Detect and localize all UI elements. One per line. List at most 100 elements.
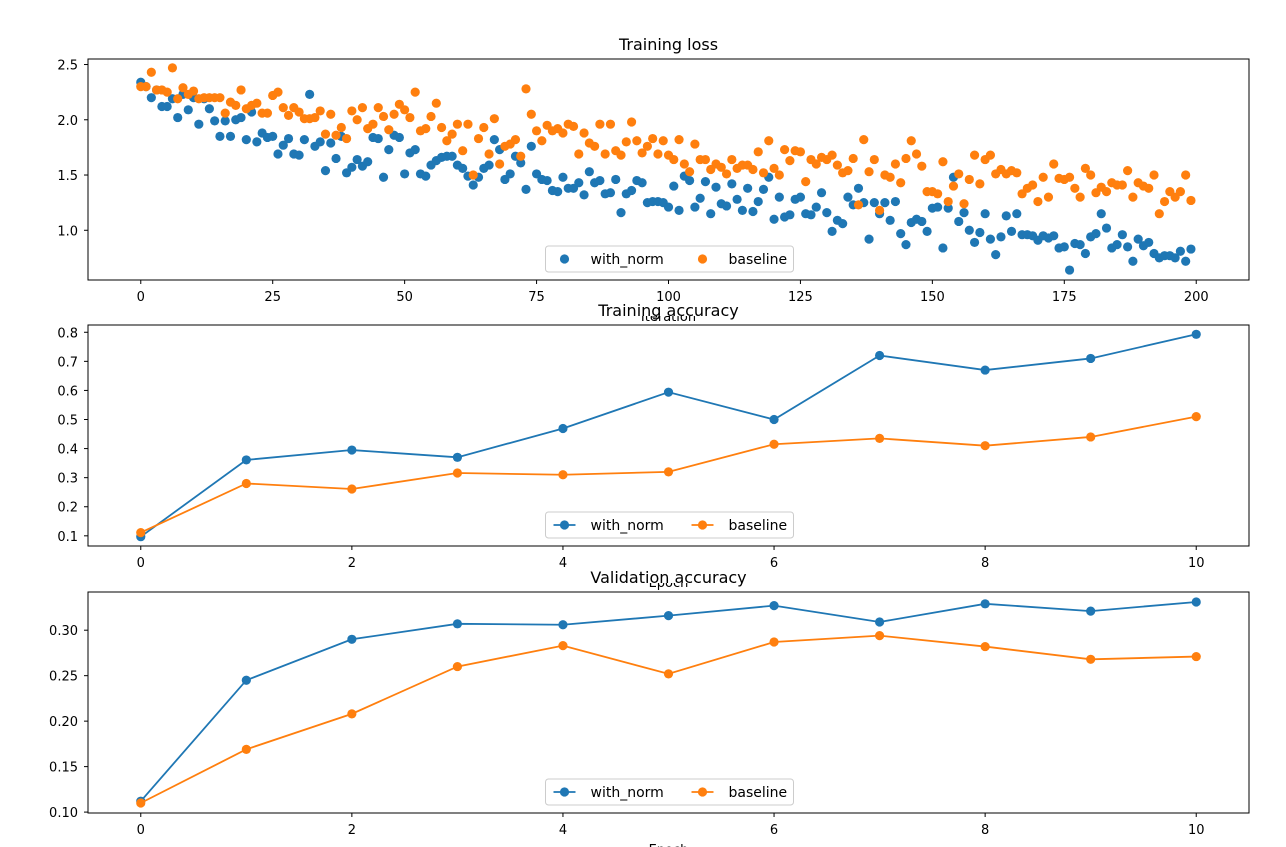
data-point — [331, 130, 341, 140]
data-point — [969, 150, 980, 160]
data-point — [331, 153, 341, 164]
data-point — [806, 210, 816, 220]
data-point — [1191, 329, 1201, 339]
data-point — [468, 180, 478, 190]
y-tick-label: 0.7 — [57, 355, 78, 370]
data-point — [616, 150, 626, 160]
data-point — [648, 133, 658, 144]
data-point — [410, 145, 420, 155]
data-point — [758, 184, 769, 194]
legend-label: with_norm — [591, 785, 664, 801]
data-point — [590, 141, 600, 151]
data-point — [294, 150, 304, 160]
data-point — [1096, 209, 1106, 219]
data-point — [584, 167, 594, 177]
legend: with_norm baseline — [545, 245, 794, 273]
data-point — [442, 136, 452, 146]
legend-frame — [545, 511, 794, 539]
data-point — [162, 87, 172, 97]
data-point — [811, 159, 821, 169]
data-point — [980, 599, 990, 609]
data-point — [885, 172, 895, 182]
data-point — [637, 148, 647, 158]
data-point — [241, 675, 251, 685]
data-point — [626, 117, 637, 127]
data-point — [663, 611, 674, 621]
data-point — [1086, 606, 1096, 616]
data-point — [173, 94, 183, 104]
data-point — [674, 135, 684, 145]
data-point — [526, 141, 536, 151]
data-point — [320, 166, 331, 176]
data-point — [669, 154, 679, 165]
data-point — [753, 196, 763, 207]
data-point — [901, 240, 911, 250]
y-tick-label: 0.5 — [57, 414, 78, 429]
data-point — [400, 169, 410, 179]
data-point — [795, 147, 806, 157]
data-point — [1086, 432, 1096, 442]
data-point — [1175, 246, 1185, 256]
data-point — [315, 137, 325, 147]
data-point — [347, 709, 357, 719]
x-tick-label: 6 — [770, 823, 778, 838]
data-point — [769, 601, 779, 611]
data-point — [1117, 180, 1127, 190]
x-tick-label: 125 — [788, 290, 813, 305]
data-point — [294, 107, 304, 117]
data-point — [1049, 231, 1059, 241]
x-tick-label: 0 — [137, 556, 145, 571]
legend: with_norm baseline — [545, 778, 794, 806]
data-point — [1080, 248, 1090, 259]
data-point — [1144, 183, 1154, 193]
chart-title: Training accuracy — [597, 301, 738, 320]
data-point — [452, 661, 463, 672]
data-point — [1186, 195, 1196, 206]
data-point — [621, 137, 631, 147]
y-tick-label: 0.30 — [49, 624, 78, 639]
data-point — [954, 216, 964, 227]
legend-entry-with_norm: with_norm — [553, 518, 664, 534]
data-point — [727, 179, 737, 189]
data-point — [1028, 180, 1038, 190]
data-point — [394, 132, 404, 143]
data-point — [721, 201, 732, 211]
data-point — [347, 106, 357, 116]
data-point — [542, 175, 552, 186]
data-point — [1086, 353, 1096, 364]
data-point — [278, 103, 288, 113]
data-point — [943, 196, 953, 207]
data-point — [885, 215, 895, 225]
x-tick-label: 8 — [981, 556, 989, 571]
y-tick-label: 0.15 — [49, 761, 78, 776]
data-point — [210, 116, 220, 126]
data-point — [558, 423, 568, 434]
x-tick-label: 4 — [559, 823, 567, 838]
data-point — [1043, 192, 1054, 202]
data-point — [315, 106, 325, 116]
data-point — [911, 149, 922, 159]
data-point — [690, 139, 700, 149]
data-point — [495, 159, 505, 169]
data-point — [748, 164, 758, 175]
data-point — [241, 455, 251, 465]
data-point — [985, 150, 996, 160]
legend-label: with_norm — [591, 252, 664, 268]
data-point — [278, 140, 288, 150]
data-point — [859, 135, 869, 145]
data-point — [574, 149, 584, 159]
legend-marker — [697, 520, 708, 530]
data-point — [1101, 223, 1112, 233]
data-point — [1181, 170, 1191, 180]
y-tick-label: 0.10 — [49, 806, 78, 821]
data-point — [632, 136, 642, 146]
x-tick-label: 4 — [559, 556, 567, 571]
legend-label: with_norm — [591, 518, 664, 534]
data-point — [220, 116, 230, 126]
data-point — [964, 174, 974, 185]
data-point — [1117, 230, 1127, 240]
data-point — [347, 162, 357, 172]
data-point — [864, 234, 874, 244]
data-point — [352, 115, 362, 125]
legend-marker — [697, 787, 708, 797]
